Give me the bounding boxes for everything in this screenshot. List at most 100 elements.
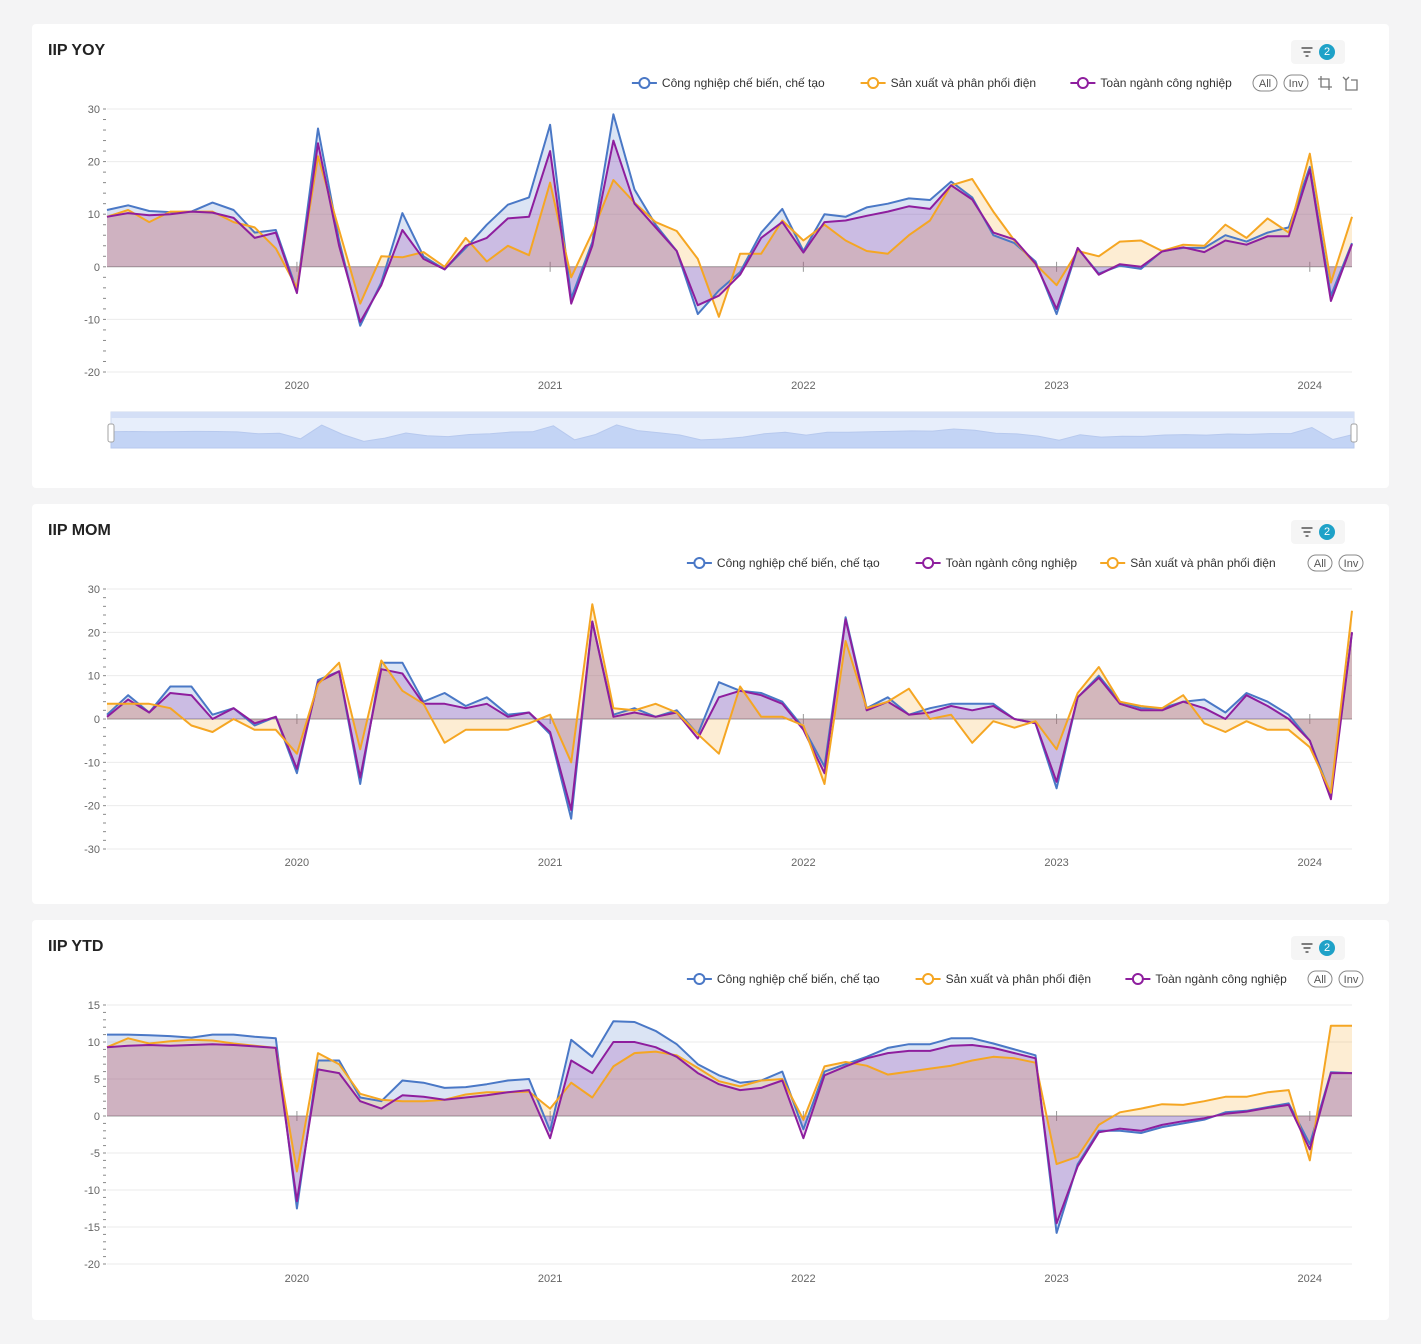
slider-handle-left[interactable] [107,423,115,443]
pill-outline [1338,970,1364,988]
legend-item-san-xuat-va-phan-phoi-dien[interactable]: Sản xuất và phân phối điện [1100,556,1276,570]
legend-circle-icon [922,973,935,985]
series-lines [106,1020,1353,1234]
y-tick-label: 0 [94,262,100,274]
filter-icon [1301,527,1313,537]
slider-top-bar [111,412,1354,418]
legend-item-cong-nghiep-che-bien-che-tao[interactable]: Công nghiệp chế biến, chế tạo [686,556,880,570]
zoom-slider[interactable] [107,411,1358,449]
gridlines [107,108,1352,373]
y-tick-label: -20 [84,801,100,813]
legend: Công nghiệp chế biến, chế tạo Sản xuất và… [686,970,1364,988]
x-axis: 2020 2021 2022 2023 2024 [285,1111,1322,1285]
y-axis: 30 20 10 0 -10 -20 [84,104,106,379]
legend: Công nghiệp chế biến, chế tạo Sản xuất và… [631,74,1358,92]
legend-item-cong-nghiep-che-bien-che-tao[interactable]: Công nghiệp chế biến, chế tạo [631,76,825,90]
slider-handle-right[interactable] [1350,423,1358,443]
legend-item-san-xuat-va-phan-phoi-dien[interactable]: Sản xuất và phân phối điện [915,972,1091,986]
card-iip-yoy: IIP YOY 2 30 20 10 0 -10 -20 2020 2021 2022 2023 2… [32,24,1389,488]
zoom-select-icon[interactable] [1318,76,1332,90]
y-axis: 15 10 5 0 -5 -10 -15 -20 [84,1000,106,1271]
pill-outline [1338,554,1364,572]
legend-circle-icon [1131,973,1144,985]
y-tick-label: 10 [88,1037,100,1049]
card-iip-ytd: IIP YTD 2 15 10 5 0 -5 -10 -15 -20 2020 2021 2022 2… [32,920,1389,1320]
y-tick-label: 20 [88,627,100,639]
legend-item-cong-nghiep-che-bien-che-tao[interactable]: Công nghiệp chế biến, chế tạo [686,972,880,986]
zoom-reset-icon[interactable] [1342,76,1358,91]
filter-button[interactable]: 2 [1291,520,1345,544]
pill-label: All [1259,78,1271,90]
x-tick-label: 2020 [285,857,309,869]
legend-all-button[interactable]: All [1307,554,1333,572]
filter-icon [1301,47,1313,57]
pill-label: Inv [1289,78,1304,90]
series-area-san-xuat-va-phan-phoi-dien [107,153,1352,317]
series-line-toan-nganh-cong-nghiep [106,1041,1352,1225]
y-tick-label: 30 [88,584,100,596]
chart-title: IIP MOM [48,522,111,539]
series-area-san-xuat-va-phan-phoi-dien [107,604,1352,793]
zoom-select-glyph [1318,76,1332,90]
series-areas [107,604,1352,819]
pill-label: Inv [1344,558,1359,570]
legend-item-san-xuat-va-phan-phoi-dien[interactable]: Sản xuất và phân phối điện [860,76,1036,90]
x-axis: 2020 2021 2022 2023 2024 [285,261,1322,392]
pill-label: All [1314,974,1326,986]
series-area-san-xuat-va-phan-phoi-dien [107,1025,1352,1172]
legend-all-button[interactable]: All [1252,74,1278,92]
x-tick-label: 2022 [791,857,815,869]
filter-button[interactable]: 2 [1291,40,1345,64]
y-tick-label: 0 [94,1111,100,1123]
legend-inv-button[interactable]: Inv [1283,74,1309,92]
chart-iip-yoy: 30 20 10 0 -10 -20 2020 2021 2022 2023 2024 Công ng… [84,74,1358,449]
x-axis: 2020 2021 2022 2023 2024 [285,714,1322,869]
filter-count-badge: 2 [1319,940,1335,956]
series-lines [106,113,1353,327]
legend-label: Công nghiệp chế biến, chế tạo [662,76,825,90]
pill-outline [1307,554,1333,572]
x-tick-label: 2021 [538,857,562,869]
pill-label: Inv [1344,974,1359,986]
card-iip-mom: IIP MOM 2 30 20 10 0 -10 -20 -30 2020 2021 2022 20… [32,504,1389,904]
y-tick-label: 10 [88,671,100,683]
legend-item-toan-nganh-cong-nghiep[interactable]: Toàn ngành công nghiệp [1070,76,1232,90]
y-tick-label: -10 [84,1185,100,1197]
x-tick-label: 2020 [285,1273,309,1285]
x-tick-label: 2020 [285,380,309,392]
x-tick-label: 2024 [1298,857,1322,869]
legend-label: Toàn ngành công nghiệp [946,556,1078,570]
legend-circle-icon [638,77,651,89]
legend-all-button[interactable]: All [1307,970,1333,988]
legend-label: Công nghiệp chế biến, chế tạo [717,556,880,570]
y-tick-label: 15 [88,1000,100,1012]
y-tick-label: 30 [88,104,100,116]
legend-circle-icon [1076,77,1089,89]
legend-circle-icon [1106,557,1119,569]
series-areas [107,114,1352,326]
legend-item-toan-nganh-cong-nghiep[interactable]: Toàn ngành công nghiệp [1125,972,1287,986]
legend-label: Toàn ngành công nghiệp [1100,76,1232,90]
y-tick-label: 5 [94,1074,100,1086]
legend-inv-button[interactable]: Inv [1338,554,1364,572]
series-area-cong-nghiep-che-bien-che-tao [107,114,1352,326]
legend-label: Sản xuất và phân phối điện [1130,556,1275,570]
legend-label: Công nghiệp chế biến, chế tạo [717,972,880,986]
legend-circle-icon [922,557,935,569]
filter-button[interactable]: 2 [1291,936,1345,960]
legend-inv-button[interactable]: Inv [1338,970,1364,988]
x-tick-label: 2021 [538,1273,562,1285]
pill-outline [1307,970,1333,988]
pill-outline [1283,74,1309,92]
legend-circle-icon [693,557,706,569]
legend-circle-icon [693,973,706,985]
legend: Công nghiệp chế biến, chế tạo Toàn ngành … [686,554,1364,572]
y-tick-label: 10 [88,209,100,221]
x-tick-label: 2024 [1298,380,1322,392]
x-tick-label: 2023 [1044,857,1068,869]
y-tick-label: -30 [84,844,100,856]
x-tick-label: 2022 [791,380,815,392]
x-tick-label: 2023 [1044,380,1068,392]
zoom-reset-glyph [1342,76,1358,91]
legend-item-toan-nganh-cong-nghiep[interactable]: Toàn ngành công nghiệp [915,556,1078,570]
